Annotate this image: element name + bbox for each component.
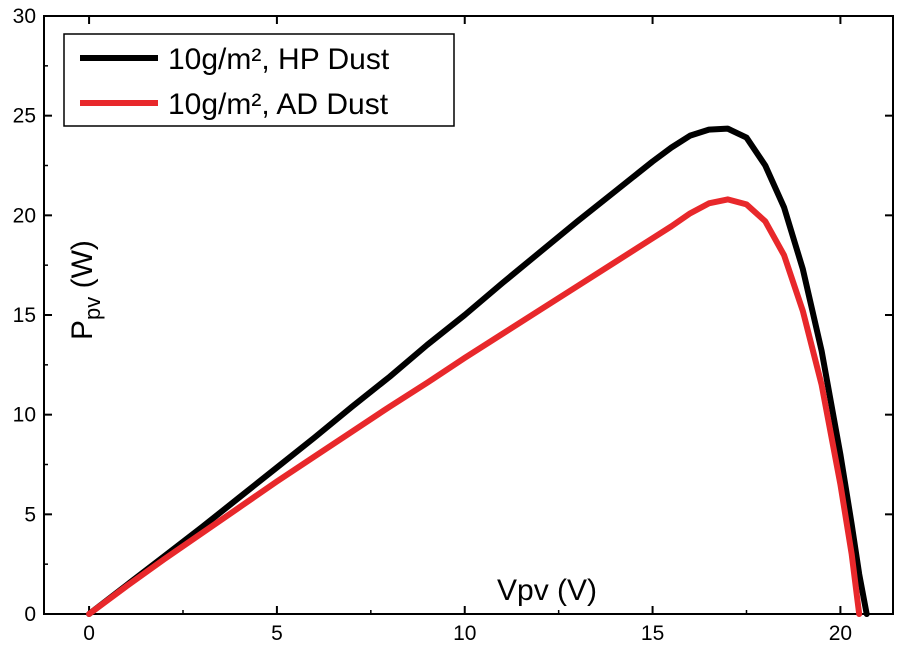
y-tick-label: 25 [13,105,36,128]
x-tick-label: 5 [271,622,283,645]
x-axis-label: Vpv (V) [497,574,597,607]
y-tick-label: 5 [24,503,36,526]
y-tick-labels: 0 5 10 15 20 25 30 [13,5,36,626]
y-tick-label: 0 [24,603,36,626]
legend: 10g/m², HP Dust 10g/m², AD Dust [63,33,455,127]
series-lines [86,125,870,617]
x-tick-label: 0 [83,622,95,645]
y-axis-label-unit: (W) [66,240,99,297]
y-tick-label: 15 [13,304,36,327]
y-axis-label: Ppv (W) [66,240,105,340]
y-axis-label-main: P [66,320,99,340]
legend-label-ad: 10g/m², AD Dust [168,88,389,121]
x-tick-label: 15 [641,622,664,645]
y-axis-label-subscript: pv [80,297,105,320]
tick-marks [44,15,893,615]
y-tick-label: 10 [13,404,36,427]
series-line-hp-dust [86,125,870,617]
x-tick-labels: 0 5 10 15 20 [83,622,852,645]
legend-label-hp: 10g/m², HP Dust [168,43,390,76]
series-line-ad-dust [86,196,863,617]
legend-box [63,33,455,127]
y-tick-label: 20 [13,204,36,227]
y-tick-label: 30 [13,5,36,28]
x-tick-label: 10 [453,622,476,645]
x-tick-label: 20 [829,622,852,645]
